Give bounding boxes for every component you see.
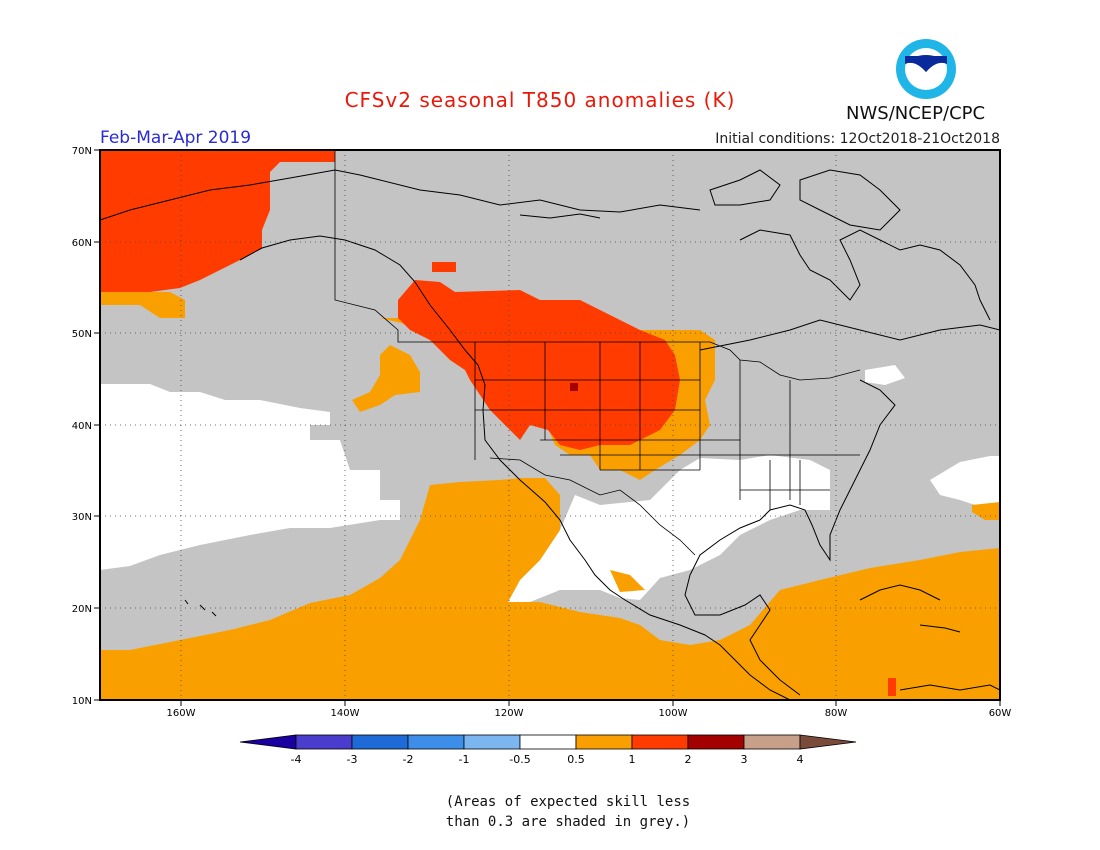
colorbar-cell <box>407 734 465 750</box>
colorbar-tick-label: 4 <box>797 753 804 766</box>
noaa-logo-icon <box>896 39 956 99</box>
colorbar-tick-label: 3 <box>741 753 748 766</box>
red-region-bc-patch <box>432 262 456 272</box>
colorbar-cell <box>575 734 633 750</box>
anomaly-map: 70N 60N 50N 40N 30N 20N 10N 160W 140W 12… <box>72 146 1012 719</box>
colorbar-cell <box>463 734 521 750</box>
colorbar-cell <box>519 734 577 750</box>
lon-label-140w: 140W <box>331 708 360 719</box>
red-region-northwest <box>398 280 680 450</box>
lon-label-60w: 60W <box>989 708 1012 719</box>
orange-region-atlantic-edge <box>972 502 1000 520</box>
agency-label: NWS/NCEP/CPC <box>846 103 986 124</box>
forecast-period: Feb-Mar-Apr 2019 <box>100 128 252 148</box>
coastlines <box>100 169 1000 700</box>
colorbar-tick-label: -4 <box>291 753 302 766</box>
orange-region-alaska-south <box>100 292 185 318</box>
colorbar: -4 -3 -2 -1 -0.5 0.5 1 2 3 4 <box>239 734 857 766</box>
footnote-line-1: (Areas of expected skill less <box>445 794 691 810</box>
graticule <box>100 150 1000 700</box>
colorbar-tick-label: -3 <box>347 753 358 766</box>
colorbar-cell <box>351 734 409 750</box>
colorbar-cell <box>631 734 689 750</box>
lon-label-100w: 100W <box>659 708 688 719</box>
white-region-great-lakes <box>865 365 905 385</box>
lat-label-10n: 10N <box>72 696 92 707</box>
colorbar-tick-label: -0.5 <box>509 753 530 766</box>
colorbar-tick-label: 1 <box>629 753 636 766</box>
lon-label-120w: 120W <box>495 708 524 719</box>
lon-label-160w: 160W <box>167 708 196 719</box>
colorbar-tick-label: -2 <box>403 753 414 766</box>
red-region-alaska <box>100 150 335 292</box>
colorbar-cell <box>799 734 857 750</box>
lat-label-50n: 50N <box>72 329 92 340</box>
colorbar-cell <box>687 734 745 750</box>
lat-label-70n: 70N <box>72 146 92 157</box>
footnote-line-2: than 0.3 are shaded in grey.) <box>445 814 691 830</box>
initial-conditions: Initial conditions: 12Oct2018-21Oct2018 <box>715 131 1000 147</box>
map-title: CFSv2 seasonal T850 anomalies (K) <box>344 88 736 112</box>
orange-region-mexico-pacific <box>610 570 645 592</box>
lat-label-40n: 40N <box>72 421 92 432</box>
colorbar-cell <box>295 734 353 750</box>
colorbar-cell <box>239 734 297 750</box>
political-borders <box>334 150 861 556</box>
lat-label-30n: 30N <box>72 512 92 523</box>
lat-label-20n: 20N <box>72 604 92 615</box>
colorbar-tick-label: 2 <box>685 753 692 766</box>
colorbar-tick-label: 0.5 <box>567 753 585 766</box>
darkred-cell-montana <box>570 383 578 391</box>
red-region-caribbean <box>888 678 896 696</box>
colorbar-tick-label: -1 <box>459 753 470 766</box>
lon-label-80w: 80W <box>825 708 848 719</box>
footnote: (Areas of expected skill less than 0.3 a… <box>0 792 1100 832</box>
white-region-atlantic <box>930 456 1000 505</box>
orange-region-oregon-coast <box>352 345 420 412</box>
colorbar-cell <box>743 734 801 750</box>
lat-label-60n: 60N <box>72 238 92 249</box>
orange-region-pacific <box>100 478 1000 700</box>
white-region-pacific <box>100 384 400 570</box>
